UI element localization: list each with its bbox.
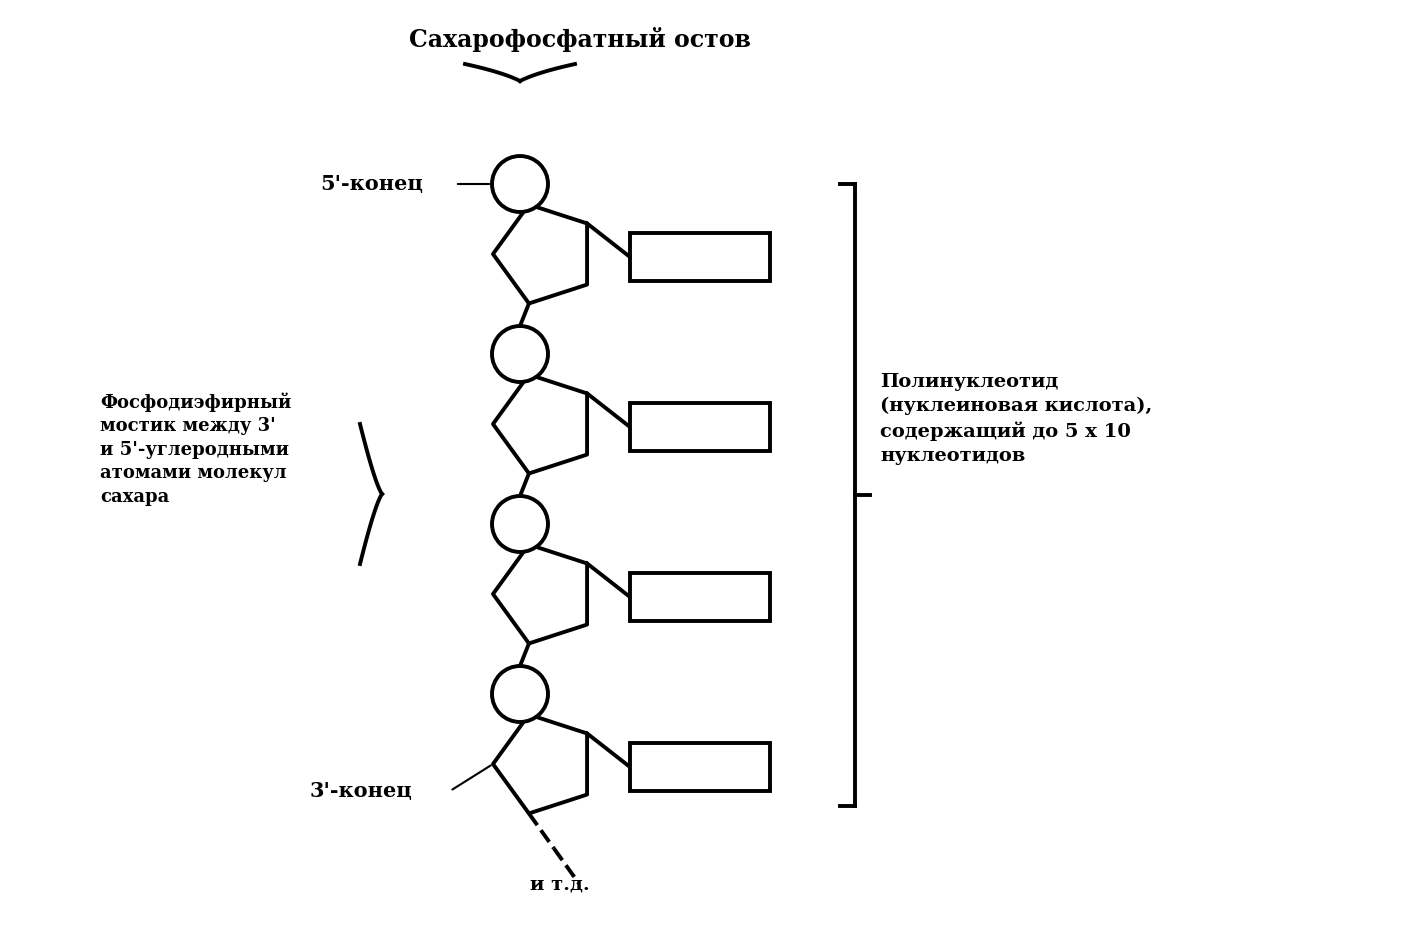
Text: Сахарофосфатный остов: Сахарофосфатный остов — [409, 26, 751, 52]
Bar — [630, 743, 770, 791]
Circle shape — [491, 666, 548, 722]
Circle shape — [491, 156, 548, 212]
Text: Полинуклеотид
(нуклеиновая кислота),
содержащий до 5 х 10
нуклеотидов: Полинуклеотид (нуклеиновая кислота), сод… — [880, 374, 1152, 465]
Bar — [630, 573, 770, 621]
Circle shape — [491, 326, 548, 382]
Bar — [630, 403, 770, 451]
Text: Фосфодиэфирный
мостик между 3'
и 5'-углеродными
атомами молекул
сахара: Фосфодиэфирный мостик между 3' и 5'-угле… — [99, 393, 291, 506]
Text: 5'-конец: 5'-конец — [320, 174, 423, 194]
Text: и т.д.: и т.д. — [530, 875, 589, 893]
Text: 3'-конец: 3'-конец — [310, 781, 413, 801]
Circle shape — [491, 496, 548, 552]
Bar — [630, 233, 770, 281]
